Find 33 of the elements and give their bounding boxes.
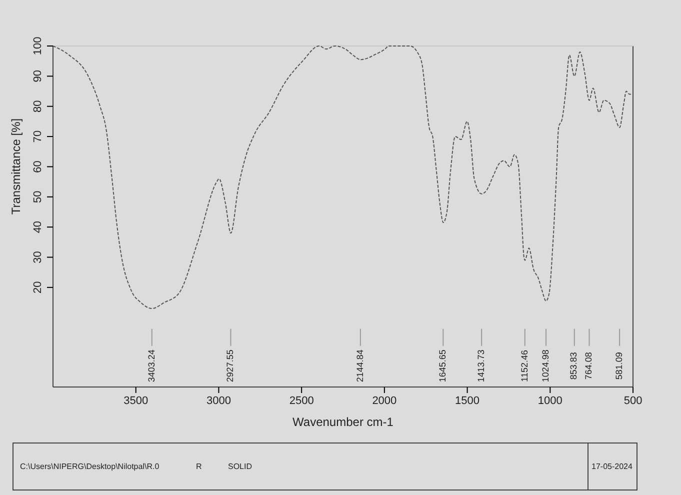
ref-line-label: 2927.55 — [225, 350, 236, 382]
y-tick-label: 90 — [32, 70, 44, 82]
text: R — [196, 462, 202, 471]
ref-line-label: 2144.84 — [354, 350, 365, 382]
ref-line-label: 853.83 — [568, 352, 579, 380]
x-tick-label: 1500 — [455, 394, 480, 407]
ref-line-label: 3403.24 — [146, 350, 156, 382]
y-tick-label: 50 — [32, 190, 44, 204]
ref-line-label: 1413.73 — [476, 350, 486, 382]
x-tick-label: 2000 — [372, 394, 397, 407]
line-series — [52, 46, 634, 310]
y-tick-label: 100 — [32, 36, 44, 56]
y-tick-label: 40 — [32, 220, 44, 234]
y-tick-label: 20 — [32, 281, 44, 294]
ref-line-label: 1645.65 — [438, 350, 448, 382]
y-tick-label: 80 — [32, 100, 44, 112]
x-tick-label: 3000 — [206, 394, 231, 407]
y-tick-label: 60 — [32, 160, 44, 173]
y-tick-label: 30 — [32, 251, 44, 264]
text: SOLID — [228, 462, 252, 471]
y-axis-title: Transmittance [%] — [9, 118, 23, 215]
x-tick-label: 1000 — [538, 394, 562, 407]
x-tick-label: 2500 — [289, 394, 314, 407]
x-tick-label: 3500 — [124, 394, 148, 407]
y-tick-label: 70 — [32, 130, 44, 143]
text: 17-05-2024 — [592, 462, 634, 471]
ref-line-label: 581.09 — [614, 352, 624, 380]
x-axis-title: Wavenumber cm-1 — [292, 415, 394, 429]
x-tick-label: 500 — [624, 394, 642, 407]
ref-line-label: 764.08 — [584, 352, 594, 380]
text: C:\Users\NIPERG\Desktop\Nilotpal\R.0 — [20, 462, 160, 471]
ref-line-label: 1152.46 — [519, 350, 530, 382]
ref-line-label: 1024.98 — [540, 350, 550, 382]
